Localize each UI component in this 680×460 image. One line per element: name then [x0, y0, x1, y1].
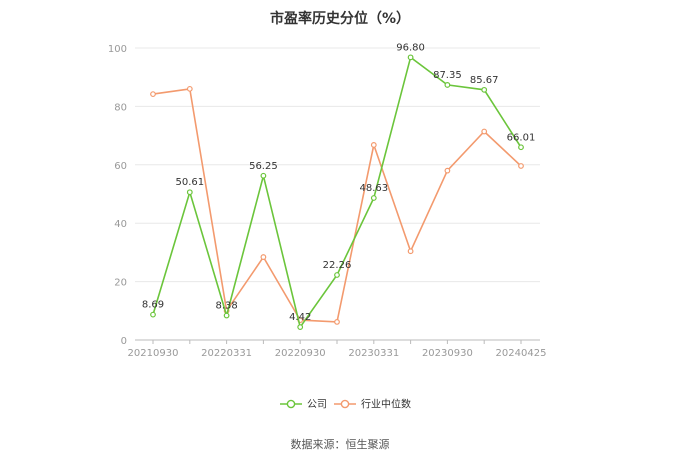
data-label: 8.69 — [142, 300, 164, 311]
data-source: 数据来源：恒生聚源 — [290, 438, 390, 451]
x-tick-label: 20240425 — [496, 348, 547, 359]
y-axis-ticks: 0 20 40 60 80 100 — [108, 44, 127, 347]
series-line-company — [152, 55, 522, 329]
data-label: 22.26 — [323, 260, 352, 271]
data-point-company — [297, 324, 304, 330]
legend-label-company: 公司 — [307, 400, 327, 411]
data-point-company — [370, 195, 377, 201]
data-labels: 8.69 50.61 8.38 56.25 4.42 22.26 48.63 96.80 87.… — [142, 42, 535, 323]
data-point-company — [223, 312, 230, 319]
data-point-company — [334, 272, 340, 278]
series-line-industry — [152, 87, 522, 323]
data-label: 48.63 — [359, 183, 388, 194]
data-point-industry — [260, 254, 267, 260]
data-point-company — [407, 54, 414, 61]
data-label: 96.80 — [396, 42, 425, 53]
y-tick-label: 40 — [114, 219, 127, 230]
data-point-industry — [444, 167, 451, 174]
data-point-company — [481, 86, 488, 93]
data-point-company — [186, 189, 193, 196]
y-tick-label: 60 — [114, 161, 127, 172]
grid-lines — [135, 47, 540, 283]
x-tick-label: 20220930 — [275, 348, 326, 359]
x-axis: 20210930 20220331 20220930 20230331 20230930… — [128, 339, 547, 359]
data-label: 4.42 — [289, 312, 311, 323]
x-tick-label: 20230331 — [348, 348, 399, 359]
data-label: 8.38 — [215, 301, 237, 312]
data-point-company — [444, 82, 451, 88]
legend-label-industry: 行业中位数 — [361, 398, 411, 411]
legend-marker-industry — [340, 399, 350, 409]
data-point-industry — [407, 248, 414, 255]
data-point-industry — [518, 163, 524, 169]
chart-title: 市盈率历史分位（%） — [269, 11, 411, 27]
data-label: 50.61 — [175, 177, 204, 188]
data-label: 56.25 — [249, 161, 278, 172]
legend-marker-company — [286, 399, 296, 409]
data-point-company — [150, 311, 156, 318]
y-tick-label: 100 — [108, 44, 127, 55]
x-tick-label: 20220331 — [201, 348, 252, 359]
legend[interactable]: 公司 行业中位数 — [280, 398, 411, 411]
y-tick-label: 80 — [114, 102, 127, 113]
data-label: 85.67 — [470, 75, 499, 86]
x-tick-label: 20210930 — [128, 348, 179, 359]
data-point-company — [260, 172, 267, 179]
data-point-industry — [150, 91, 156, 98]
y-tick-label: 0 — [121, 336, 127, 347]
data-point-industry — [370, 142, 377, 148]
data-point-company — [518, 144, 524, 151]
data-point-industry — [186, 85, 193, 92]
data-point-industry — [334, 318, 340, 325]
y-tick-label: 20 — [114, 278, 127, 289]
series-layer — [150, 54, 524, 330]
data-point-industry — [481, 128, 488, 135]
data-label: 87.35 — [433, 70, 462, 81]
x-tick-label: 20230930 — [422, 348, 473, 359]
data-label: 66.01 — [507, 132, 536, 143]
